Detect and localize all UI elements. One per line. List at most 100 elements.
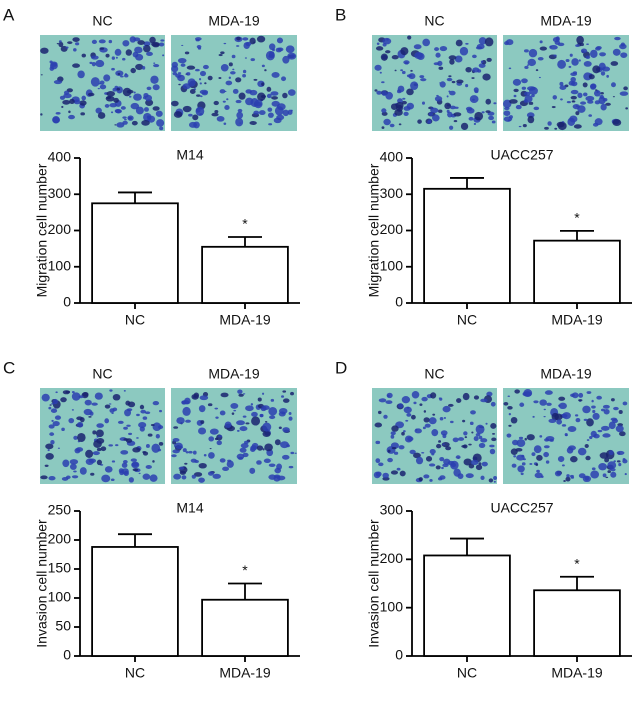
cell-blob — [130, 458, 137, 462]
cell-blob — [383, 414, 388, 419]
cell-blob — [453, 120, 458, 123]
cell-blob — [253, 78, 258, 81]
cell-blob — [231, 412, 235, 415]
cell-blob — [381, 108, 387, 113]
cell-blob — [52, 117, 60, 124]
cell-blob — [264, 421, 268, 423]
cell-blob — [290, 451, 295, 455]
cell-blob — [437, 60, 443, 67]
cell-blob — [591, 399, 594, 403]
x-tick-label: MDA-19 — [219, 665, 271, 681]
cell-blob — [476, 43, 485, 50]
cell-blob — [578, 399, 583, 402]
cell-blob — [431, 453, 435, 456]
cell-blob — [588, 74, 595, 80]
cell-blob — [226, 460, 234, 468]
cell-blob — [604, 457, 610, 463]
cell-blob — [547, 121, 552, 126]
y-tick-label: 100 — [380, 257, 404, 273]
cell-blob — [244, 57, 248, 59]
cell-blob — [268, 406, 278, 416]
cell-blob — [132, 51, 139, 58]
cell-blob — [442, 405, 451, 413]
cell-blob — [236, 45, 240, 47]
micrograph — [40, 388, 165, 484]
cell-blob — [430, 107, 434, 110]
cell-blob — [607, 470, 611, 474]
cell-blob — [216, 440, 222, 446]
cell-blob — [382, 37, 392, 45]
cell-blob — [95, 429, 104, 438]
cell-blob — [73, 470, 77, 473]
micrograph — [372, 35, 497, 131]
cell-blob — [438, 109, 443, 113]
cell-blob — [59, 95, 66, 100]
cell-blob — [393, 451, 399, 455]
cell-blob — [97, 112, 106, 119]
cell-blob — [111, 56, 115, 60]
cell-blob — [419, 403, 423, 406]
cell-blob — [269, 415, 276, 420]
cell-blob — [598, 463, 607, 471]
cell-blob — [239, 447, 247, 453]
cell-blob — [592, 409, 596, 414]
cell-blob — [288, 416, 293, 421]
cell-blob — [75, 42, 80, 46]
cell-blob — [380, 53, 388, 61]
cell-blob — [61, 427, 65, 432]
cell-blob — [511, 463, 517, 468]
cell-blob — [123, 426, 128, 430]
cell-blob — [187, 78, 196, 87]
cell-blob — [251, 411, 258, 417]
cell-blob — [250, 58, 256, 62]
cell-blob — [470, 410, 476, 415]
cell-blob — [82, 391, 89, 397]
cell-blob — [513, 94, 517, 98]
cell-blob — [98, 82, 102, 85]
cell-blob — [608, 450, 614, 456]
cell-blob — [567, 117, 576, 126]
cell-blob — [68, 114, 75, 120]
cell-blob — [214, 407, 219, 410]
image-label: NC — [92, 366, 112, 382]
cell-blob — [503, 401, 509, 406]
significance-mark: * — [574, 555, 580, 571]
cell-blob — [94, 392, 103, 400]
cell-blob — [173, 426, 179, 429]
cell-blob — [441, 466, 444, 470]
cell-blob — [410, 69, 413, 72]
cell-blob — [224, 90, 227, 93]
cell-blob — [578, 59, 581, 62]
cell-blob — [536, 454, 543, 461]
cell-blob — [507, 119, 511, 122]
cell-blob — [460, 122, 469, 131]
cell-blob — [554, 127, 558, 130]
y-tick-label: 400 — [48, 149, 72, 165]
cell-blob — [40, 113, 43, 116]
cell-blob — [406, 406, 410, 409]
cell-blob — [149, 36, 156, 44]
cell-blob — [600, 71, 606, 76]
cell-blob — [583, 61, 592, 67]
cell-blob — [160, 39, 165, 42]
cell-blob — [526, 64, 530, 66]
cell-blob — [144, 94, 153, 102]
cell-blob — [478, 435, 483, 440]
cell-blob — [73, 435, 78, 440]
cell-blob — [508, 412, 512, 416]
cell-blob — [114, 48, 122, 56]
cell-blob — [171, 454, 177, 458]
cell-blob — [268, 43, 276, 51]
cell-blob — [105, 53, 110, 58]
cell-blob — [403, 406, 412, 414]
cell-blob — [202, 64, 209, 70]
cell-blob — [381, 90, 387, 96]
cell-blob — [142, 416, 148, 420]
cell-blob — [539, 46, 547, 51]
x-tick-label: NC — [125, 665, 145, 681]
cell-blob — [182, 448, 187, 453]
cell-blob — [510, 448, 518, 455]
cell-blob — [586, 418, 594, 427]
cell-blob — [192, 450, 197, 455]
cell-blob — [594, 89, 598, 91]
